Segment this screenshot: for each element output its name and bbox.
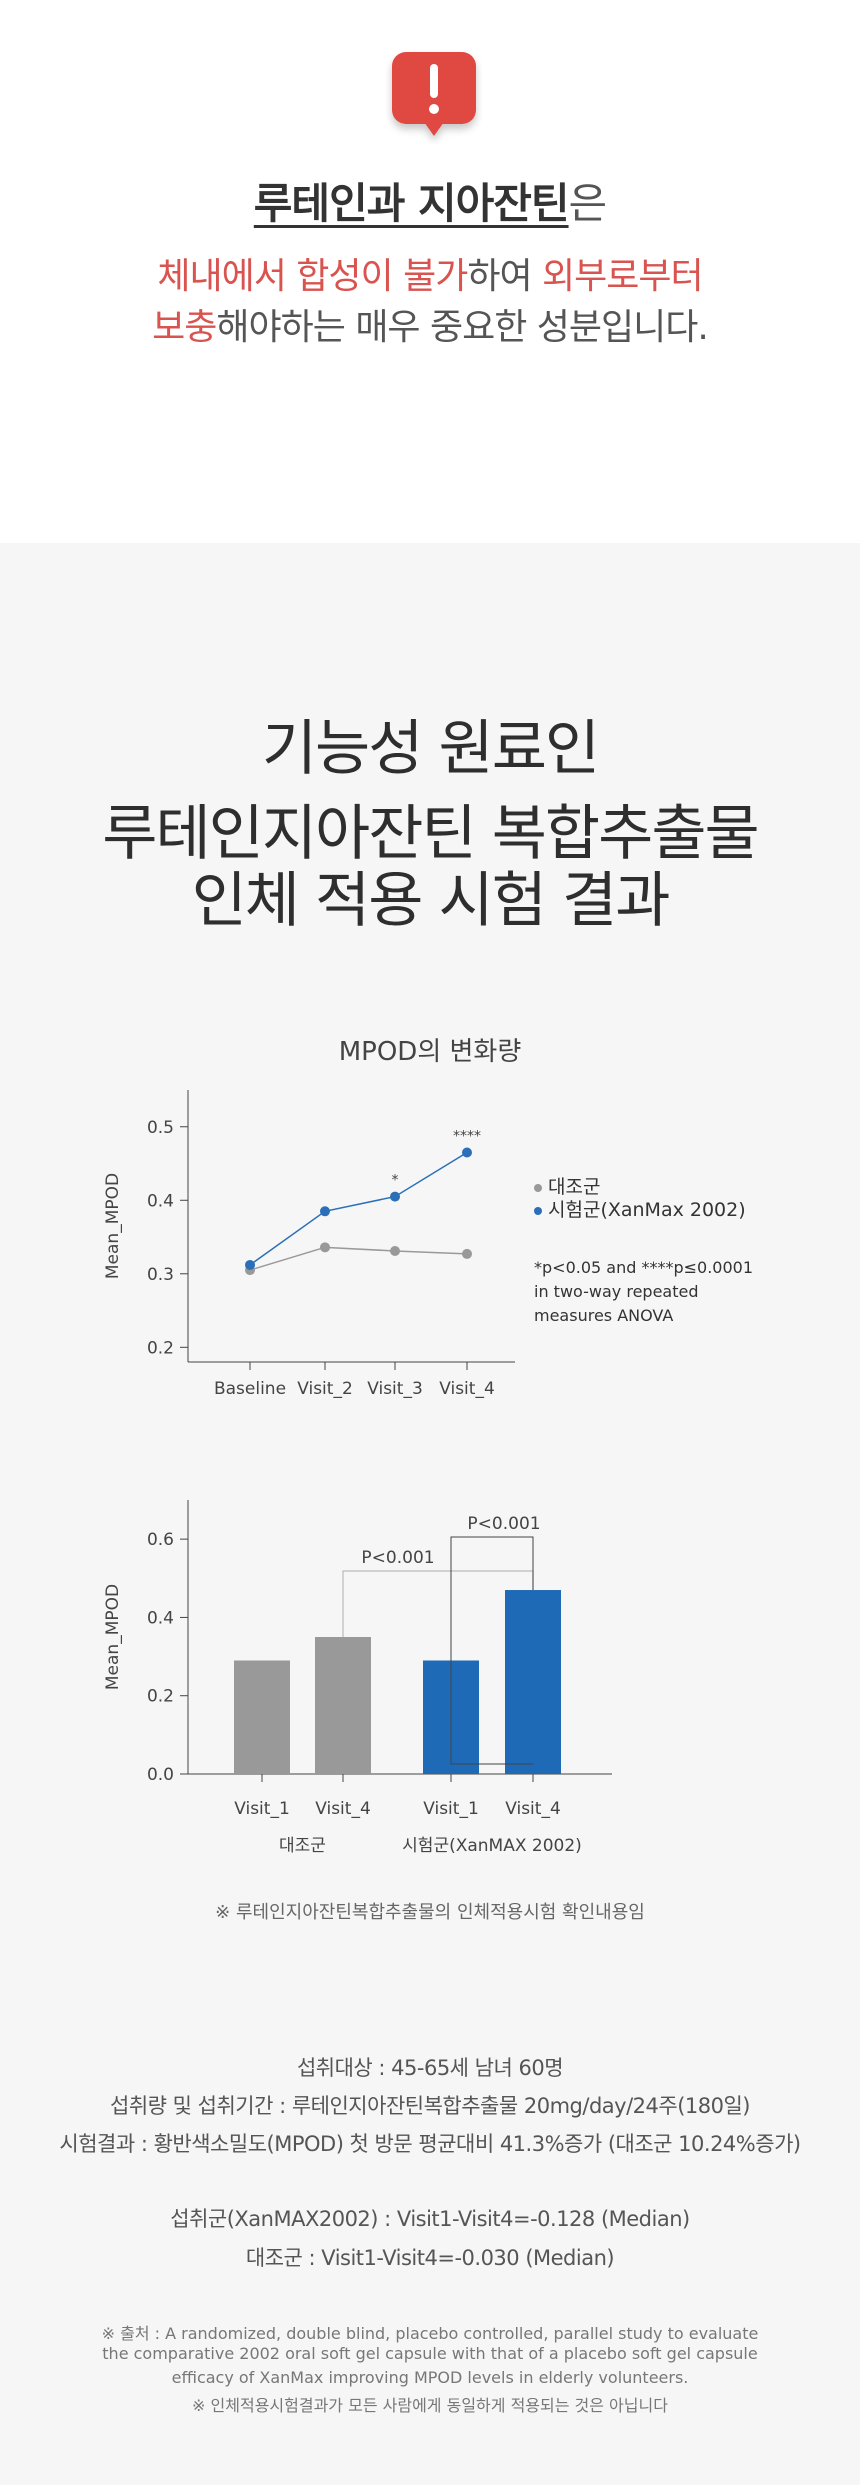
info-line-dose: 섭취량 및 섭취기간 : 루테인지아잔틴복합추출물 20mg/day/24주(1… — [110, 2094, 750, 2118]
data-point-0 — [320, 1242, 330, 1253]
reference-line: the comparative 2002 oral soft gel capsu… — [102, 2344, 758, 2363]
y-tick-label: 0.2 — [147, 1687, 174, 1707]
legend-label-control: 대조군 — [548, 1176, 601, 1198]
x-tick-label: Baseline — [214, 1379, 286, 1399]
y-tick-label: 0.3 — [147, 1265, 174, 1285]
series-line-0 — [249, 1246, 468, 1271]
subline-2-part-1: 보충 — [152, 307, 217, 348]
x-tick-label: Visit_1 — [423, 1799, 479, 1819]
subline-1: 체내에서 합성이 불가하여 외부로부터 — [0, 247, 860, 299]
significance-marker: * — [392, 1173, 399, 1189]
x-tick-label: Visit_1 — [234, 1799, 290, 1819]
headline: 루테인과 지아잔틴은 — [0, 170, 860, 231]
note-line: *p<0.05 and ****p≤0.0001 — [534, 1258, 754, 1277]
line-chart-legend: 대조군 시험군(XanMax 2002) — [534, 1176, 746, 1222]
data-point-1 — [390, 1191, 400, 1202]
note-line: measures ANOVA — [534, 1306, 674, 1325]
x-tick-label: Visit_4 — [505, 1799, 561, 1819]
note-line: in two-way repeated — [534, 1282, 699, 1301]
y-axis-title: Mean_MPOD — [103, 1584, 123, 1690]
data-point-1 — [320, 1206, 330, 1217]
info-line-subjects: 섭취대상 : 45-65세 남녀 60명 — [296, 2056, 564, 2080]
x-tick-label: Visit_4 — [439, 1379, 495, 1399]
data-point-1 — [245, 1259, 255, 1270]
y-tick-label: 0.4 — [147, 1191, 174, 1211]
x-tick-label: Visit_2 — [297, 1379, 353, 1399]
y-tick-label: 0.6 — [147, 1530, 174, 1550]
line-chart: 0.2 0.3 0.4 0.5 Baseline Visit_2 Visit_3 Visit_… — [103, 1090, 515, 1399]
headline-highlight: 루테인과 지아잔틴 — [253, 179, 570, 228]
data-point-1 — [462, 1147, 472, 1158]
legend-label-test: 시험군(XanMax 2002) — [548, 1199, 746, 1221]
comparison-bracket — [342, 1570, 534, 1637]
data-point-0 — [390, 1245, 400, 1256]
legend-dot-test — [534, 1206, 542, 1215]
exclamation-speech-bubble-icon — [392, 52, 476, 136]
group-label: 대조군 — [279, 1836, 326, 1856]
subline-1-part-2: 하여 — [467, 256, 543, 297]
intro-section: 루테인과 지아잔틴은 체내에서 합성이 불가하여 외부로부터 보충해야하는 매우… — [0, 0, 860, 543]
comparison-label: P<0.001 — [361, 1548, 434, 1568]
reference-line: efficacy of XanMax improving MPOD levels… — [171, 2368, 689, 2387]
line-chart-title: MPOD의 변화량 — [338, 1037, 522, 1067]
subline-2-part-2: 해야하는 매우 중요한 성분입니다. — [216, 307, 708, 348]
caption: ※ 루테인지아잔틴복합추출물의 인체적용시험 확인내용임 — [215, 1902, 645, 1923]
y-tick-label: 0.2 — [147, 1338, 174, 1358]
results-section — [0, 543, 860, 2485]
subline-1-part-3: 외부로부터 — [542, 256, 704, 297]
info-line-result: 시험결과 : 황반색소밀도(MPOD) 첫 방문 평균대비 41.3%증가 (대… — [59, 2132, 801, 2156]
data-point-0 — [462, 1248, 472, 1259]
reference-line: ※ 출처 : A randomized, double blind, place… — [101, 2324, 759, 2343]
legend-item-control: 대조군 — [534, 1176, 746, 1199]
significance-marker: **** — [453, 1128, 481, 1144]
x-tick-label: Visit_3 — [367, 1379, 423, 1399]
significance-note: *p<0.05 and ****p≤0.0001 in two-way repe… — [534, 1256, 753, 1328]
headline-tail: 은 — [568, 179, 608, 228]
disclaimer: ※ 인체적용시험결과가 모든 사람에게 동일하게 적용되는 것은 아닙니다 — [192, 2396, 668, 2415]
y-axis-title: Mean_MPOD — [103, 1173, 123, 1279]
x-tick-label: Visit_4 — [315, 1799, 371, 1819]
bar-chart: 0.0 0.2 0.4 0.6 Mean_MPOD Visit_1 Visit_4 대조군 Vi… — [103, 1500, 612, 1856]
section-title-line-3: 인체 적용 시험 결과 — [191, 866, 671, 936]
section-title-line-1: 기능성 원료인 — [261, 714, 600, 784]
series-line-1 — [249, 1151, 468, 1266]
subline-1-part-1: 체내에서 합성이 불가 — [157, 256, 468, 297]
info-line-control-group: 대조군 : Visit1-Visit4=-0.030 (Median) — [245, 2246, 615, 2270]
legend-dot-control — [534, 1183, 542, 1192]
bar-0-1 — [315, 1637, 371, 1774]
bar-1-1 — [505, 1590, 561, 1774]
y-tick-label: 0.5 — [147, 1118, 174, 1138]
legend-item-test: 시험군(XanMax 2002) — [534, 1199, 746, 1222]
bar-0-0 — [234, 1660, 290, 1774]
comparison-bracket — [450, 1536, 534, 1764]
section-title-line-2: 루테인지아잔틴 복합추출물 — [102, 799, 759, 869]
y-tick-label: 0.4 — [147, 1608, 174, 1628]
info-line-test-group: 섭취군(XanMAX2002) : Visit1-Visit4=-0.128 (… — [170, 2207, 690, 2231]
y-tick-label: 0.0 — [147, 1765, 174, 1785]
comparison-label: P<0.001 — [467, 1514, 540, 1534]
group-label: 시험군(XanMAX 2002) — [402, 1836, 582, 1856]
subline-2: 보충해야하는 매우 중요한 성분입니다. — [0, 298, 860, 350]
